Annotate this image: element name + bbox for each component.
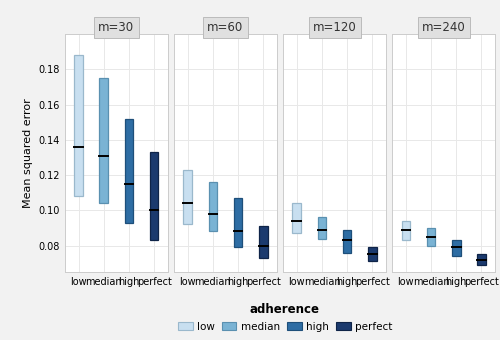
Bar [342, 230, 351, 253]
Title: m=60: m=60 [208, 21, 244, 34]
Bar [208, 182, 218, 232]
Y-axis label: Mean squared error: Mean squared error [23, 98, 33, 208]
Bar [402, 221, 410, 240]
Bar [234, 198, 242, 247]
Title: m=240: m=240 [422, 21, 466, 34]
Bar [318, 217, 326, 238]
Bar [426, 228, 436, 245]
Bar [100, 78, 108, 203]
Title: m=30: m=30 [98, 21, 134, 34]
Bar [184, 170, 192, 224]
Bar [292, 203, 302, 233]
Bar [74, 55, 83, 196]
Bar [124, 119, 134, 223]
Bar [368, 247, 376, 261]
Legend: low, median, high, perfect: low, median, high, perfect [175, 300, 395, 335]
Title: m=120: m=120 [312, 21, 356, 34]
Bar [477, 254, 486, 265]
Bar [150, 152, 158, 240]
Bar [258, 226, 268, 258]
Bar [452, 240, 460, 256]
